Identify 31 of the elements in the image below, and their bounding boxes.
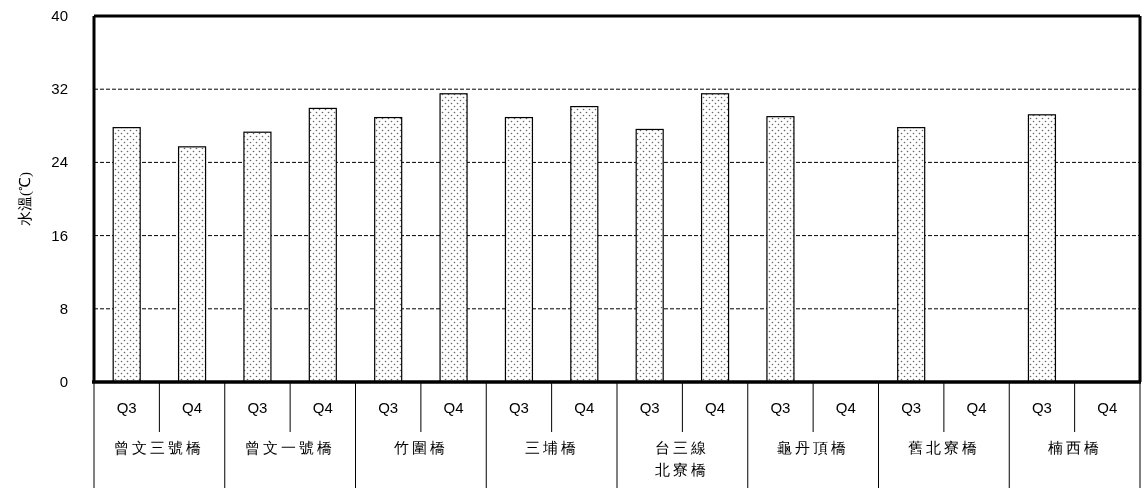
x-tick-label: Q4 bbox=[182, 399, 203, 416]
x-tick-label: Q4 bbox=[966, 399, 987, 416]
text: 竹圍橋 bbox=[393, 440, 448, 456]
y-tick-label: 8 bbox=[59, 299, 68, 317]
x-tick-label: Q4 bbox=[574, 399, 595, 416]
x-tick-label: Q4 bbox=[1097, 399, 1118, 416]
x-tick-label: Q4 bbox=[835, 399, 856, 416]
x-tick-label: Q4 bbox=[443, 399, 464, 416]
x-tick-label: Q3 bbox=[247, 399, 268, 416]
text: 楠西橋 bbox=[1047, 440, 1102, 456]
x-tick-label: Q3 bbox=[639, 399, 660, 416]
x-tick-label: Q4 bbox=[705, 399, 726, 416]
y-tick-label: 40 bbox=[51, 7, 68, 24]
x-tick-label: Q3 bbox=[770, 399, 791, 416]
text: 曾文一號橋 bbox=[245, 440, 336, 456]
y-tick-label: 24 bbox=[51, 153, 68, 171]
x-tick-label: Q3 bbox=[508, 399, 529, 416]
x-tick-label: Q4 bbox=[312, 399, 333, 416]
y-axis-title: 水溫(℃) bbox=[17, 172, 34, 226]
text: 舊北寮橋 bbox=[907, 440, 980, 456]
text: 曾文三號橋 bbox=[114, 440, 205, 456]
y-tick-label: 16 bbox=[51, 226, 68, 244]
x-tick-label: Q3 bbox=[901, 399, 922, 416]
x-tick-label: Q3 bbox=[1031, 399, 1052, 416]
y-tick-label: 0 bbox=[59, 373, 68, 390]
text: 台三線北寮橋 bbox=[655, 440, 710, 478]
text: 三埔橋 bbox=[524, 440, 579, 456]
text: 龜丹頂橋 bbox=[777, 440, 850, 456]
x-tick-label: Q3 bbox=[378, 399, 399, 416]
y-tick-label: 32 bbox=[51, 80, 68, 98]
x-tick-label: Q3 bbox=[116, 399, 137, 416]
